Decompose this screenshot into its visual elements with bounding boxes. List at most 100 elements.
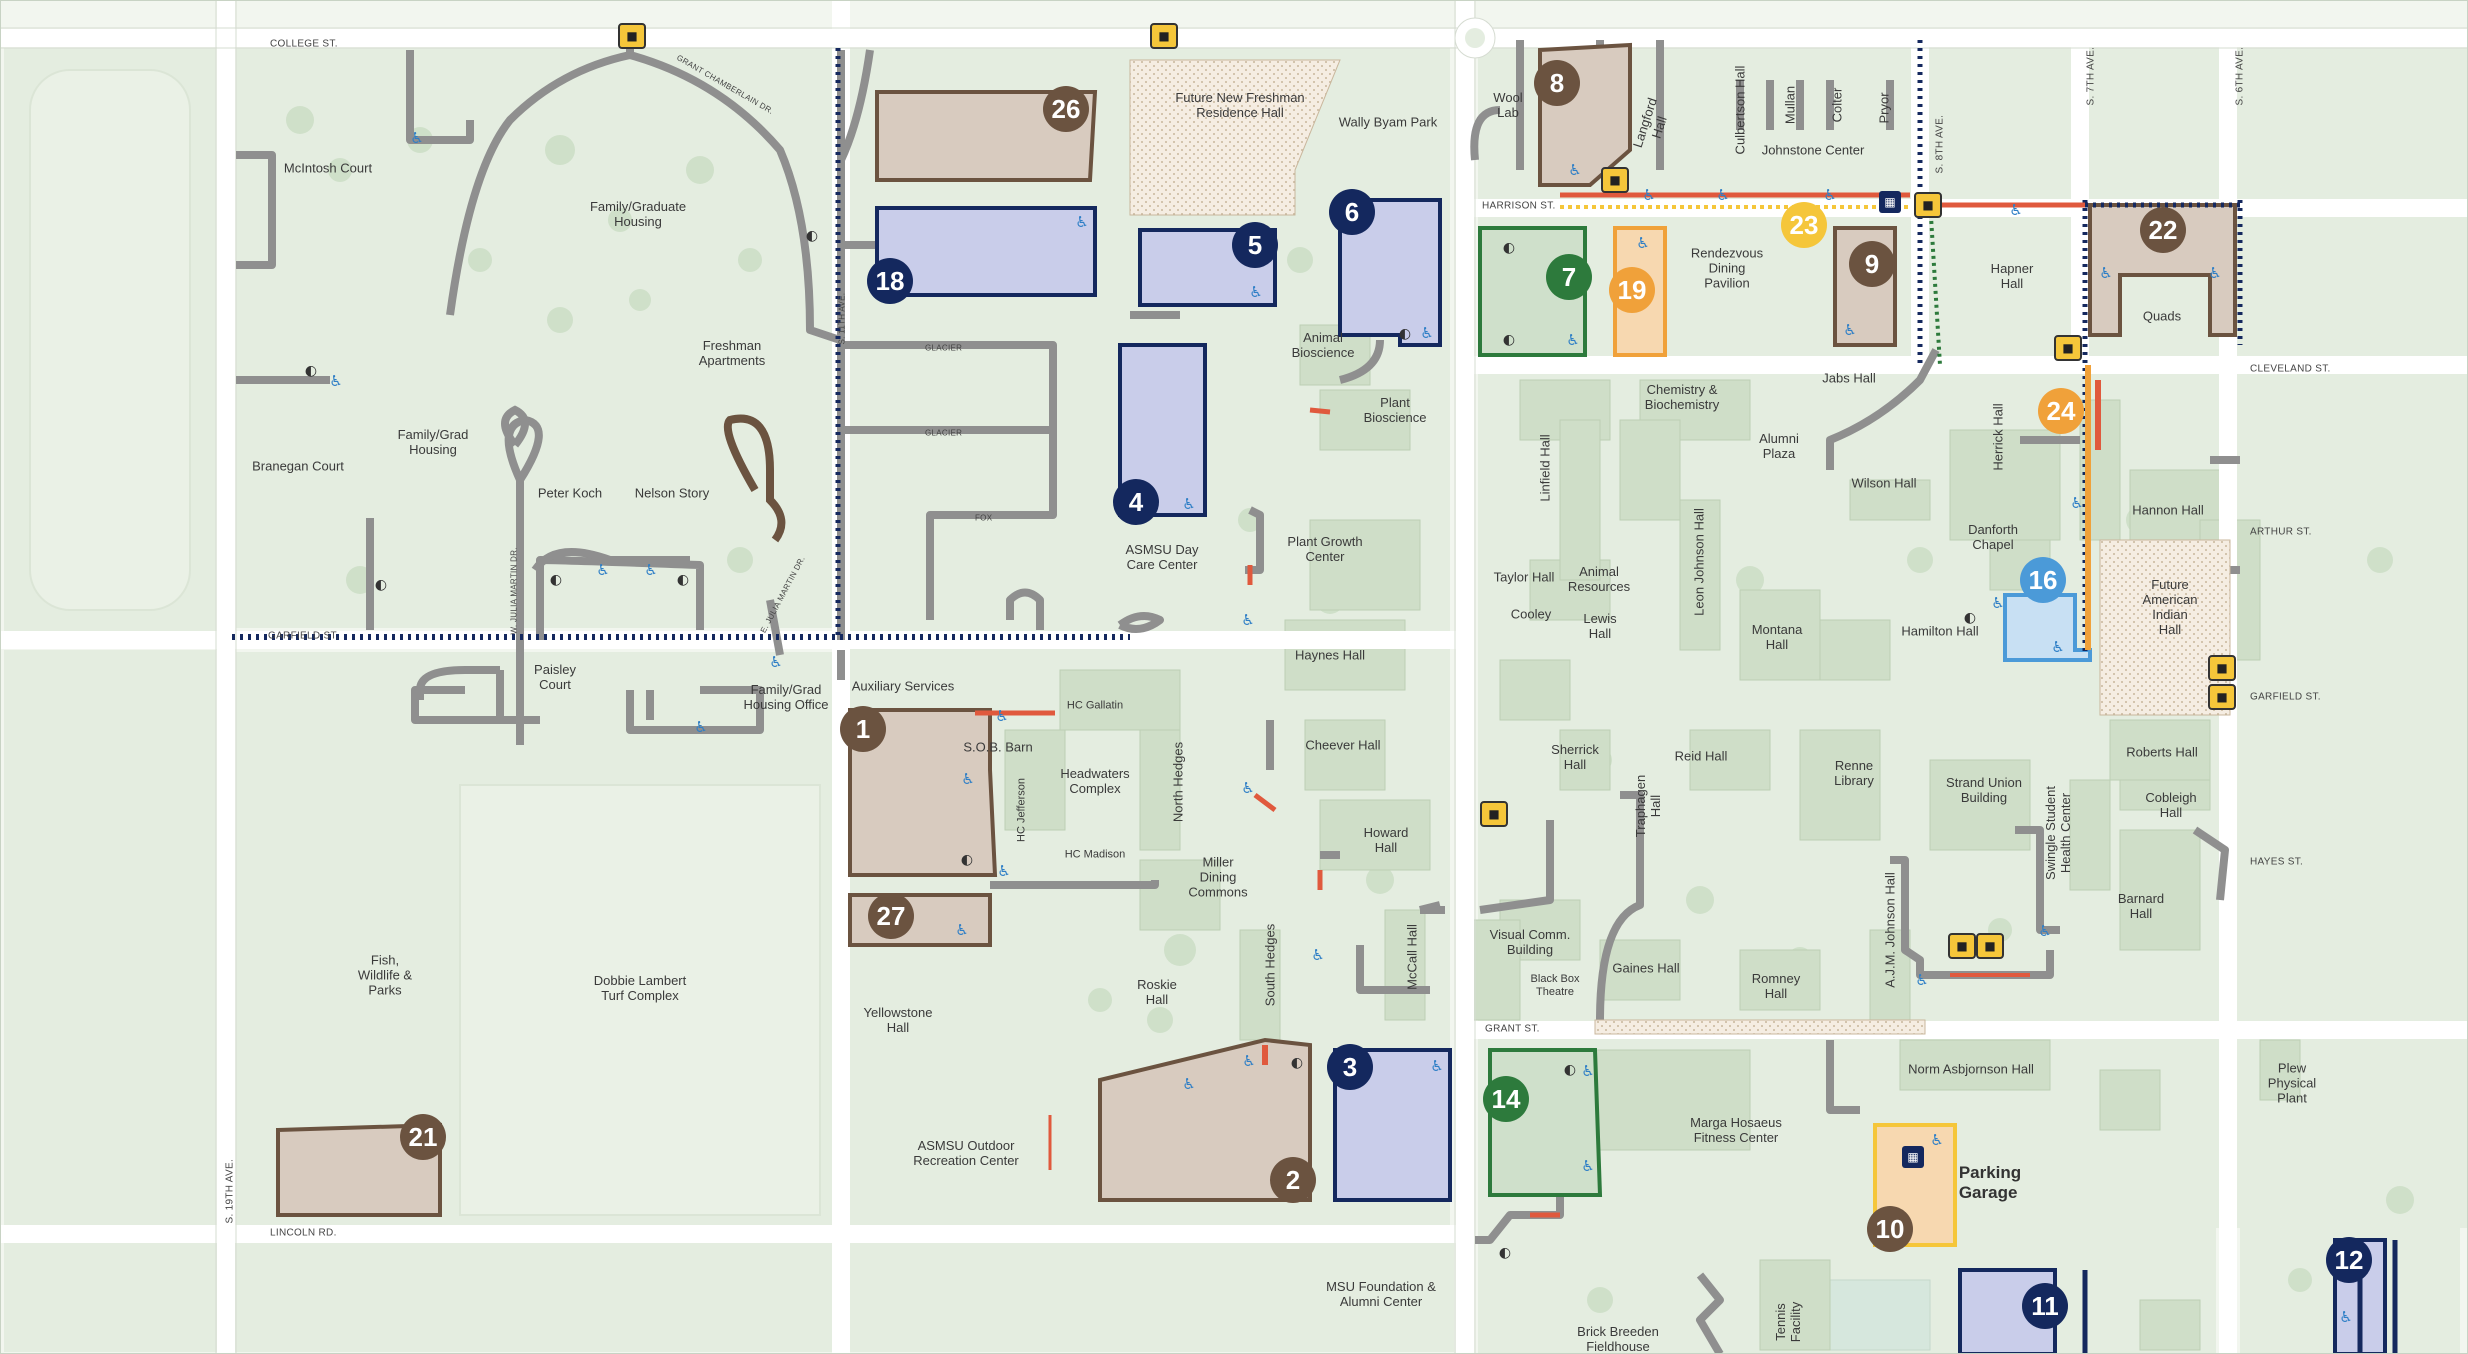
lot-badge-18[interactable]: 18	[867, 258, 913, 304]
lot-badge-27[interactable]: 27	[868, 893, 914, 939]
lot-6	[1338, 198, 1442, 347]
ev-charging-icon: ◐	[960, 852, 974, 868]
street-7th-ave: S. 7TH AVE.	[2085, 46, 2097, 106]
accessible-parking-icon[interactable]: ♿	[1581, 1062, 1595, 1080]
accessible-parking-icon[interactable]: ♿	[1930, 1131, 1944, 1149]
parking-garage-icon[interactable]: ▦	[1902, 1146, 1924, 1168]
accessible-parking-icon[interactable]: ♿	[1636, 234, 1650, 252]
lot-badge-3[interactable]: 3	[1327, 1044, 1373, 1090]
accessible-parking-icon[interactable]: ♿	[410, 129, 424, 147]
accessible-parking-icon[interactable]: ♿	[1823, 186, 1837, 204]
accessible-parking-icon[interactable]: ♿	[1843, 321, 1857, 339]
accessible-parking-icon[interactable]: ♿	[1241, 779, 1255, 797]
bus-stop-icon[interactable]: ■	[1601, 167, 1629, 193]
street-harrison: HARRISON ST.	[1482, 200, 1556, 212]
accessible-parking-icon[interactable]: ♿	[1430, 1057, 1444, 1075]
accessible-parking-icon[interactable]: ♿	[1242, 1052, 1256, 1070]
street-glacier-2: GLACIER	[925, 428, 963, 438]
accessible-parking-icon[interactable]: ♿	[995, 707, 1009, 725]
accessible-parking-icon[interactable]: ♿	[1991, 594, 2005, 612]
ev-charging-icon: ◐	[304, 363, 318, 379]
bus-stop-icon[interactable]: ■	[2208, 655, 2236, 681]
accessible-parking-icon[interactable]: ♿	[769, 653, 783, 671]
street-college: COLLEGE ST.	[270, 38, 338, 50]
future-freshman-site[interactable]	[1129, 59, 1341, 216]
lot-badge-19[interactable]: 19	[1609, 267, 1655, 313]
bus-stop-icon[interactable]: ■	[1948, 933, 1976, 959]
roundabout-island	[1465, 28, 1485, 48]
accessible-parking-icon[interactable]: ♿	[1182, 1075, 1196, 1093]
fields	[29, 69, 1931, 1351]
accessible-parking-icon[interactable]: ♿	[955, 921, 969, 939]
bus-stop-icon[interactable]: ■	[1150, 23, 1178, 49]
lot-badge-23[interactable]: 23	[1781, 202, 1827, 248]
accessible-parking-icon[interactable]: ♿	[2051, 638, 2065, 656]
accessible-parking-icon[interactable]: ♿	[1075, 213, 1089, 231]
lot-badge-5[interactable]: 5	[1232, 222, 1278, 268]
lot-21	[276, 1122, 442, 1217]
accessible-parking-icon[interactable]: ♿	[1716, 186, 1730, 204]
accessible-parking-icon[interactable]: ♿	[644, 561, 658, 579]
lot-badge-21[interactable]: 21	[400, 1114, 446, 1160]
lot-4	[1118, 343, 1207, 517]
bus-stop-icon[interactable]: ■	[1976, 933, 2004, 959]
lot-badge-6[interactable]: 6	[1329, 189, 1375, 235]
accessible-parking-icon[interactable]: ♿	[2208, 264, 2222, 282]
lot-badge-16[interactable]: 16	[2020, 557, 2066, 603]
lot-badge-22[interactable]: 22	[2140, 207, 2186, 253]
ev-charging-icon: ◐	[1563, 1062, 1577, 1078]
street-cleveland: CLEVELAND ST.	[2250, 363, 2331, 375]
lot-badge-11[interactable]: 11	[2022, 1283, 2068, 1329]
accessible-parking-icon[interactable]: ♿	[2070, 494, 2084, 512]
accessible-parking-icon[interactable]: ♿	[1915, 971, 1929, 989]
accessible-parking-icon[interactable]: ♿	[2038, 922, 2052, 940]
street-arthur: ARTHUR ST.	[2250, 526, 2312, 538]
ev-charging-icon: ◐	[1290, 1055, 1304, 1071]
bus-stop-icon[interactable]: ■	[1914, 192, 1942, 218]
accessible-parking-icon[interactable]: ♿	[997, 862, 1011, 880]
accessible-parking-icon[interactable]: ♿	[1311, 946, 1325, 964]
street-11th-ave: S. 11TH AVE.	[837, 292, 847, 345]
street-garfield-east: GARFIELD ST.	[2250, 691, 2321, 703]
accessible-parking-icon[interactable]: ♿	[2009, 201, 2023, 219]
accessible-parking-icon[interactable]: ♿	[1182, 495, 1196, 513]
bus-stop-icon[interactable]: ■	[2054, 335, 2082, 361]
lot-badge-12[interactable]: 12	[2326, 1237, 2372, 1283]
accessible-parking-icon[interactable]: ♿	[2339, 1308, 2353, 1326]
street-garfield-west: GARFIELD ST.	[268, 630, 339, 642]
bus-stop-icon[interactable]: ■	[2208, 684, 2236, 710]
bus-stop-icon[interactable]: ■	[618, 23, 646, 49]
lot-badge-2[interactable]: 2	[1270, 1157, 1316, 1203]
lot-badge-26[interactable]: 26	[1043, 86, 1089, 132]
lot-badge-14[interactable]: 14	[1483, 1076, 1529, 1122]
accessible-parking-icon[interactable]: ♿	[694, 718, 708, 736]
accessible-parking-icon[interactable]: ♿	[1568, 161, 1582, 179]
accessible-parking-icon[interactable]: ♿	[1249, 283, 1263, 301]
accessible-parking-icon[interactable]: ♿	[1566, 331, 1580, 349]
lot-badge-7[interactable]: 7	[1546, 254, 1592, 300]
ev-charging-icon: ◐	[805, 228, 819, 244]
accessible-parking-icon[interactable]: ♿	[596, 561, 610, 579]
accessible-parking-icon[interactable]: ♿	[961, 770, 975, 788]
lot-badge-9[interactable]: 9	[1849, 241, 1895, 287]
accessible-parking-icon[interactable]: ♿	[1241, 611, 1255, 629]
accessible-parking-icon[interactable]: ♿	[329, 372, 343, 390]
accessible-parking-icon[interactable]: ♿	[1420, 324, 1434, 342]
lot-22	[2088, 203, 2237, 337]
street-grant: GRANT ST.	[1485, 1023, 1540, 1035]
accessible-parking-icon[interactable]: ♿	[1581, 1157, 1595, 1175]
lot-badge-8[interactable]: 8	[1534, 60, 1580, 106]
parking-garage-icon[interactable]: ▦	[1879, 191, 1901, 213]
ev-charging-icon: ◐	[549, 572, 563, 588]
lot-badge-24[interactable]: 24	[2038, 388, 2084, 434]
lot-badge-10[interactable]: 10	[1867, 1206, 1913, 1252]
accessible-parking-icon[interactable]: ♿	[2099, 264, 2113, 282]
bus-stop-icon[interactable]: ■	[1480, 801, 1508, 827]
street-8th-ave: S. 8TH AVE.	[1934, 114, 1946, 174]
ev-charging-icon: ◐	[1498, 1245, 1512, 1261]
lot-badge-4[interactable]: 4	[1113, 479, 1159, 525]
lot-badge-1[interactable]: 1	[840, 706, 886, 752]
accessible-parking-icon[interactable]: ♿	[1642, 186, 1656, 204]
